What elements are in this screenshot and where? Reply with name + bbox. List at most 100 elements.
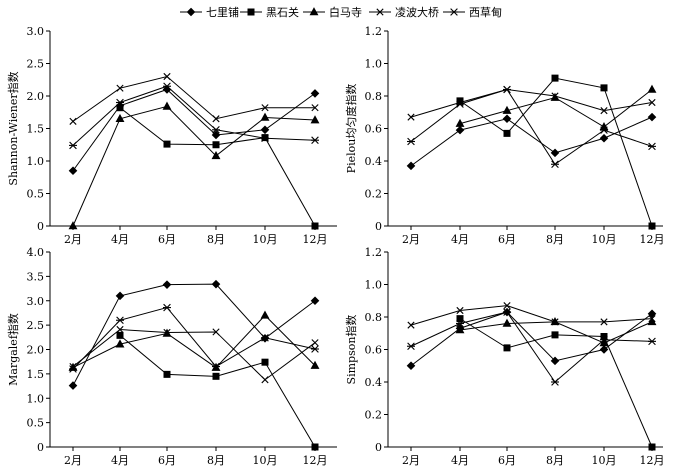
data-point — [163, 328, 171, 337]
x-tick-label: 8月 — [207, 233, 225, 246]
x-tick-label: 12月 — [303, 454, 328, 467]
y-tick-label: 3.0 — [27, 295, 45, 308]
data-point — [212, 372, 220, 380]
x-marker-icon — [376, 8, 384, 16]
data-point — [648, 443, 656, 451]
series-line — [72, 75, 315, 122]
data-point — [599, 133, 609, 143]
data-point — [115, 339, 125, 348]
data-point — [648, 142, 656, 151]
x-tick-label: 8月 — [546, 454, 564, 467]
square-marker-icon — [247, 8, 255, 16]
diamond-marker-icon — [186, 7, 196, 17]
data-point — [212, 362, 220, 371]
y-tick-label: 1.2 — [365, 25, 383, 38]
data-point — [261, 376, 269, 384]
series — [407, 308, 656, 386]
data-point — [310, 360, 320, 369]
y-tick-label: 1.0 — [365, 279, 383, 292]
data-point — [311, 345, 319, 353]
data-point — [116, 84, 124, 92]
x-tick-label: 4月 — [111, 233, 129, 246]
series — [69, 82, 319, 150]
data-point — [163, 370, 171, 378]
data-point — [69, 117, 77, 125]
data-point — [600, 335, 608, 344]
x-tick-label: 12月 — [640, 233, 665, 246]
x-tick-label: 10月 — [592, 454, 617, 467]
legend-label: 白马寺 — [329, 5, 362, 19]
data-point — [551, 160, 559, 169]
data-point — [456, 315, 464, 323]
x-tick-label: 2月 — [64, 233, 82, 246]
y-axis-label: Shannon-Wiener指数 — [6, 71, 20, 185]
series-line — [410, 311, 653, 383]
data-point — [115, 113, 125, 123]
x-tick-label: 6月 — [498, 233, 516, 246]
y-tick-label: 2.5 — [27, 319, 45, 332]
legend: 七里铺 黑石关 白马寺 凌波大桥 西草甸 — [180, 5, 502, 19]
data-point — [163, 140, 171, 148]
legend-item: 凌波大桥 — [369, 5, 439, 19]
data-point — [551, 92, 559, 100]
data-point — [310, 296, 320, 306]
y-tick-label: 1.0 — [365, 58, 383, 71]
series — [407, 302, 656, 329]
y-tick-label: 0 — [37, 441, 44, 454]
data-point — [311, 222, 319, 230]
chart-panel: 0 0.2 0.4 0.6 0.8 1.0 1.2 2月 4月 6月 8月 10月 12月 Simpson… — [344, 246, 665, 467]
y-axis-label: Simpson指数 — [344, 315, 358, 385]
data-point — [212, 328, 220, 336]
x-tick-label: 6月 — [158, 233, 176, 246]
data-point — [115, 291, 125, 301]
data-point — [502, 318, 512, 327]
data-point — [647, 112, 657, 122]
y-tick-label: 1.5 — [27, 368, 45, 381]
data-point — [310, 115, 320, 124]
legend-label: 七里铺 — [206, 6, 239, 19]
x-tick-label: 6月 — [158, 454, 176, 467]
data-point — [551, 331, 559, 339]
data-point — [211, 150, 221, 160]
data-point — [260, 125, 270, 135]
y-tick-label: 1.0 — [27, 155, 45, 168]
x-tick-label: 10月 — [253, 454, 278, 467]
series-line — [72, 307, 316, 370]
data-point — [211, 130, 221, 140]
series-line — [72, 329, 316, 381]
series — [406, 112, 657, 171]
data-point — [116, 104, 124, 112]
y-tick-label: 0 — [375, 220, 382, 233]
series-line — [410, 305, 653, 326]
data-point — [599, 345, 609, 354]
data-point — [116, 331, 124, 339]
data-point — [163, 82, 171, 91]
y-tick-label: 0 — [37, 220, 44, 233]
y-tick-label: 0.6 — [365, 344, 383, 357]
data-point — [407, 137, 415, 146]
data-point — [260, 310, 270, 319]
data-point — [456, 319, 464, 328]
series-line — [72, 283, 316, 386]
y-tick-label: 2.5 — [27, 58, 45, 71]
data-point — [503, 129, 511, 137]
data-point — [163, 303, 171, 312]
data-point — [116, 98, 124, 107]
data-point — [503, 308, 511, 316]
y-tick-label: 1.0 — [27, 392, 45, 405]
series — [69, 72, 319, 125]
y-tick-label: 0 — [375, 441, 382, 454]
data-point — [311, 443, 319, 451]
data-point — [550, 356, 560, 366]
data-point — [69, 365, 77, 373]
series — [69, 325, 319, 384]
data-point — [455, 118, 465, 127]
data-point — [261, 134, 269, 143]
y-tick-label: 0.8 — [365, 311, 383, 324]
x-tick-label: 4月 — [451, 233, 469, 246]
legend-item: 白马寺 — [303, 5, 362, 19]
data-point — [600, 107, 608, 115]
data-point — [648, 315, 656, 323]
data-point — [503, 302, 511, 310]
